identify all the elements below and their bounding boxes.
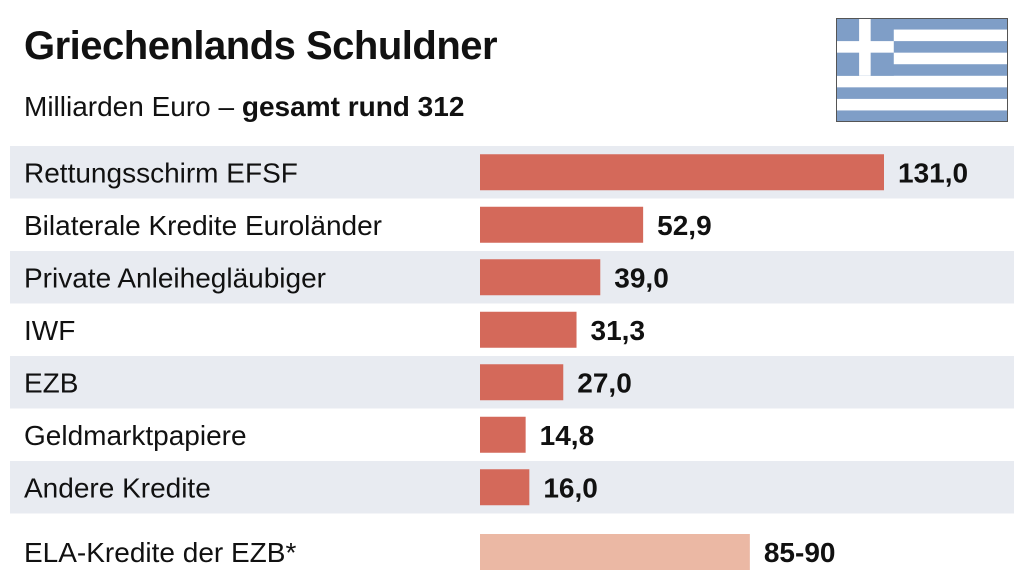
bar bbox=[480, 364, 564, 401]
chart-title: Griechenlands Schuldner bbox=[24, 24, 498, 68]
category-label: Rettungsschirm EFSF bbox=[24, 157, 298, 188]
category-label: Private Anleihegläubiger bbox=[24, 262, 326, 293]
category-label: EZB bbox=[24, 367, 78, 398]
value-label: 131,0 bbox=[898, 157, 968, 188]
bar bbox=[480, 259, 601, 296]
bar bbox=[480, 469, 530, 506]
value-label: 16,0 bbox=[543, 472, 598, 503]
flag-border bbox=[836, 18, 1008, 122]
value-label: 14,8 bbox=[540, 420, 595, 451]
flag-stripe bbox=[836, 87, 1008, 99]
bar bbox=[480, 311, 577, 348]
category-label: Bilaterale Kredite Euroländer bbox=[24, 210, 382, 241]
flag-stripe bbox=[836, 64, 1008, 76]
category-label: Andere Kredite bbox=[24, 472, 211, 503]
chart-subtitle: Milliarden Euro – gesamt rund 312 bbox=[24, 91, 465, 123]
flag-cross-vertical bbox=[859, 18, 871, 76]
greece-flag-icon bbox=[836, 18, 1008, 122]
subtitle-total: gesamt rund 312 bbox=[241, 91, 465, 122]
extra-bar bbox=[480, 534, 750, 570]
extra-category-label: ELA-Kredite der EZB* bbox=[24, 537, 296, 568]
category-label: IWF bbox=[24, 315, 75, 346]
extra-value-label: 85-90 bbox=[764, 537, 836, 568]
flag-stripe bbox=[836, 41, 1008, 53]
flag-stripe bbox=[836, 110, 1008, 122]
category-label: Geldmarktpapiere bbox=[24, 420, 247, 451]
bar bbox=[480, 416, 526, 453]
bar bbox=[480, 206, 644, 243]
value-label: 31,3 bbox=[591, 315, 646, 346]
value-label: 52,9 bbox=[657, 210, 712, 241]
subtitle-unit: Milliarden Euro – bbox=[24, 91, 242, 122]
bar bbox=[480, 154, 884, 191]
value-label: 39,0 bbox=[614, 262, 669, 293]
value-label: 27,0 bbox=[577, 367, 632, 398]
flag-stripe bbox=[836, 18, 1008, 30]
